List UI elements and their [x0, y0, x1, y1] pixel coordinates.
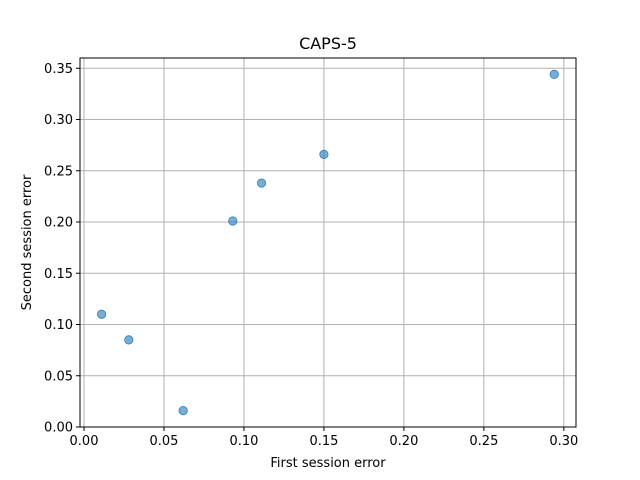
- y-tick-label: 0.20: [44, 216, 73, 231]
- x-tick-label: 0.30: [549, 434, 578, 449]
- x-axis-ticks: 0.00 0.05 0.10 0.15 0.20 0.25 0.30: [70, 427, 578, 449]
- plot-frame: [79, 57, 577, 428]
- y-tick-label: 0.05: [44, 369, 73, 384]
- scatter-point: [96, 309, 107, 319]
- x-tick-label: 0.00: [70, 434, 99, 449]
- x-tick-label: 0.20: [389, 434, 418, 449]
- plot-area: [80, 58, 576, 427]
- y-tick-label: 0.00: [44, 421, 73, 436]
- x-tick-label: 0.15: [309, 434, 338, 449]
- x-tick-label: 0.10: [229, 434, 258, 449]
- scatter-point: [319, 149, 329, 159]
- y-tick-label: 0.10: [44, 318, 73, 333]
- x-axis-label: First session error: [270, 456, 386, 471]
- scatter-point: [549, 69, 559, 80]
- y-axis-label: Second session error: [20, 174, 35, 310]
- y-tick-label: 0.35: [44, 62, 73, 77]
- scatter-point: [124, 335, 134, 345]
- y-tick-label: 0.15: [44, 267, 73, 282]
- scatter-point: [178, 405, 188, 416]
- chart-title: CAPS-5: [299, 34, 357, 53]
- y-tick-label: 0.30: [44, 113, 73, 128]
- y-axis-ticks: 0.00 0.05 0.10 0.15 0.20 0.25 0.30 0.35: [44, 62, 80, 436]
- y-tick-label: 0.25: [44, 164, 73, 179]
- scatter-point: [228, 216, 238, 226]
- x-tick-label: 0.05: [149, 434, 178, 449]
- data-points: [96, 69, 559, 416]
- scatter-point: [256, 178, 267, 188]
- x-tick-label: 0.25: [469, 434, 498, 449]
